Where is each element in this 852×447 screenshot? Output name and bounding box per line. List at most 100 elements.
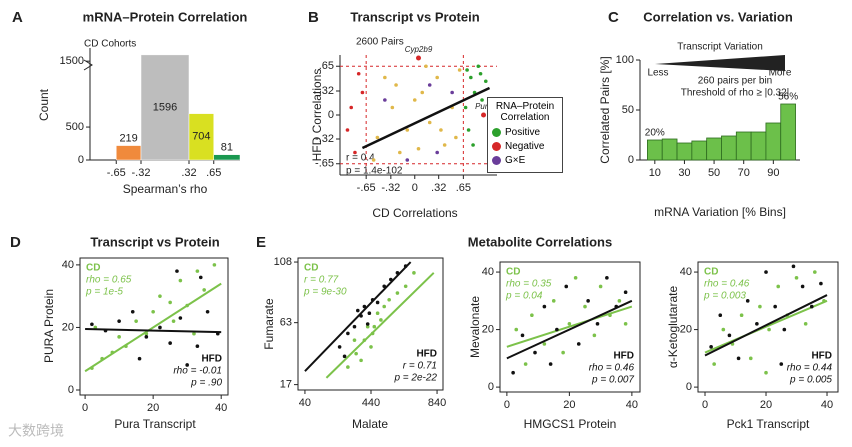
point <box>576 342 581 346</box>
labeled-point <box>481 112 487 118</box>
annotation: Threshold of rho ≥ |0.32| <box>681 88 790 99</box>
point <box>356 71 361 76</box>
point <box>739 313 744 318</box>
point <box>337 345 342 349</box>
point <box>623 322 628 326</box>
point <box>819 281 823 286</box>
point <box>168 341 172 345</box>
annotation: 260 pairs per bin <box>698 76 773 87</box>
point <box>134 319 138 323</box>
bar <box>735 131 752 161</box>
legend-label: Negative <box>505 141 545 152</box>
point <box>130 309 135 314</box>
fit-line <box>304 261 412 372</box>
point <box>617 299 622 303</box>
point <box>567 322 572 326</box>
fit-line <box>704 299 828 354</box>
bar <box>661 138 678 161</box>
point <box>736 356 741 361</box>
point <box>480 98 484 102</box>
point <box>382 304 387 309</box>
point <box>809 304 814 309</box>
y-tick-label: 1500 <box>60 55 84 67</box>
x-tick-label: -.65 <box>357 182 376 194</box>
y-axis-label: PURA Protein <box>42 289 56 363</box>
value-label: 20% <box>645 128 665 139</box>
point <box>764 370 768 375</box>
y-tick-label: 0 <box>68 384 74 396</box>
x-axis-label: Spearman’s rho <box>123 182 208 196</box>
point <box>345 128 350 132</box>
x-tick-label: 20 <box>147 402 159 414</box>
point <box>439 128 443 132</box>
x-tick-label: 10 <box>649 167 661 179</box>
plot-frame <box>79 257 229 396</box>
y-tick-label: 0 <box>328 109 334 121</box>
point <box>212 263 217 267</box>
y-tick-label: 63 <box>280 317 292 329</box>
stat-text: rho = 0.46 <box>589 363 635 374</box>
point <box>469 75 473 80</box>
annotation: p = 1.4e-102 <box>346 166 403 177</box>
point <box>367 311 372 316</box>
stat-text: p = .90 <box>190 378 222 389</box>
point <box>195 269 200 273</box>
point <box>420 90 425 95</box>
point <box>355 308 360 313</box>
point <box>542 304 547 309</box>
y-tick-label: 40 <box>680 266 692 278</box>
point <box>424 64 428 69</box>
x-tick-label: 20 <box>563 399 575 411</box>
stat-text: CD <box>506 267 520 278</box>
stat-text: p = 0.005 <box>789 375 832 386</box>
y-tick-label: 0 <box>78 154 84 166</box>
stat-text: HFD <box>416 349 437 360</box>
chart-title: Correlation vs. Variation <box>643 9 793 24</box>
point <box>352 324 357 329</box>
point <box>365 324 370 329</box>
bar <box>691 140 708 161</box>
y-tick-label: 20 <box>62 321 74 333</box>
point <box>471 143 475 147</box>
point <box>514 327 519 332</box>
stat-text: r = 0.71 <box>403 361 437 372</box>
point <box>137 356 142 361</box>
x-tick-label: .65 <box>456 182 471 194</box>
bar <box>721 135 737 161</box>
stat-text: CD <box>704 267 718 278</box>
x-tick-label: 40 <box>821 399 833 411</box>
fit-line <box>325 272 435 379</box>
point-label: Cyp2b9 <box>405 45 433 54</box>
value-label: 219 <box>119 132 137 144</box>
point <box>592 333 597 338</box>
value-label: 56% <box>778 92 798 103</box>
x-axis-label: HMGCS1 Protein <box>524 417 617 431</box>
point <box>117 319 121 323</box>
point <box>362 304 367 309</box>
point <box>427 120 432 125</box>
point <box>372 324 377 329</box>
point <box>375 300 380 305</box>
point <box>398 150 402 155</box>
variation-wedge <box>655 55 785 71</box>
point <box>586 299 590 303</box>
point <box>427 83 432 87</box>
point <box>450 90 454 95</box>
x-axis-label: mRNA Variation [% Bins] <box>654 205 786 219</box>
point <box>548 362 553 366</box>
group-title: Metabolite Correlations <box>468 234 612 249</box>
stat-text: rho = 0.44 <box>787 363 833 374</box>
panel-label: C <box>608 9 619 26</box>
point <box>483 79 488 84</box>
labeled-point <box>416 55 421 61</box>
chart-title: Transcript vs Protein <box>350 9 479 24</box>
stat-text: p = 0.003 <box>703 291 746 302</box>
stat-text: r = 0.77 <box>304 275 339 286</box>
chart-title: Transcript vs Protein <box>90 234 219 249</box>
y-tick-label: 17 <box>280 379 292 391</box>
fit-line <box>506 305 633 348</box>
x-tick-label: 40 <box>626 399 638 411</box>
x-tick-label: 70 <box>738 167 750 179</box>
point <box>748 356 753 361</box>
x-tick-label: .32 <box>431 182 446 194</box>
